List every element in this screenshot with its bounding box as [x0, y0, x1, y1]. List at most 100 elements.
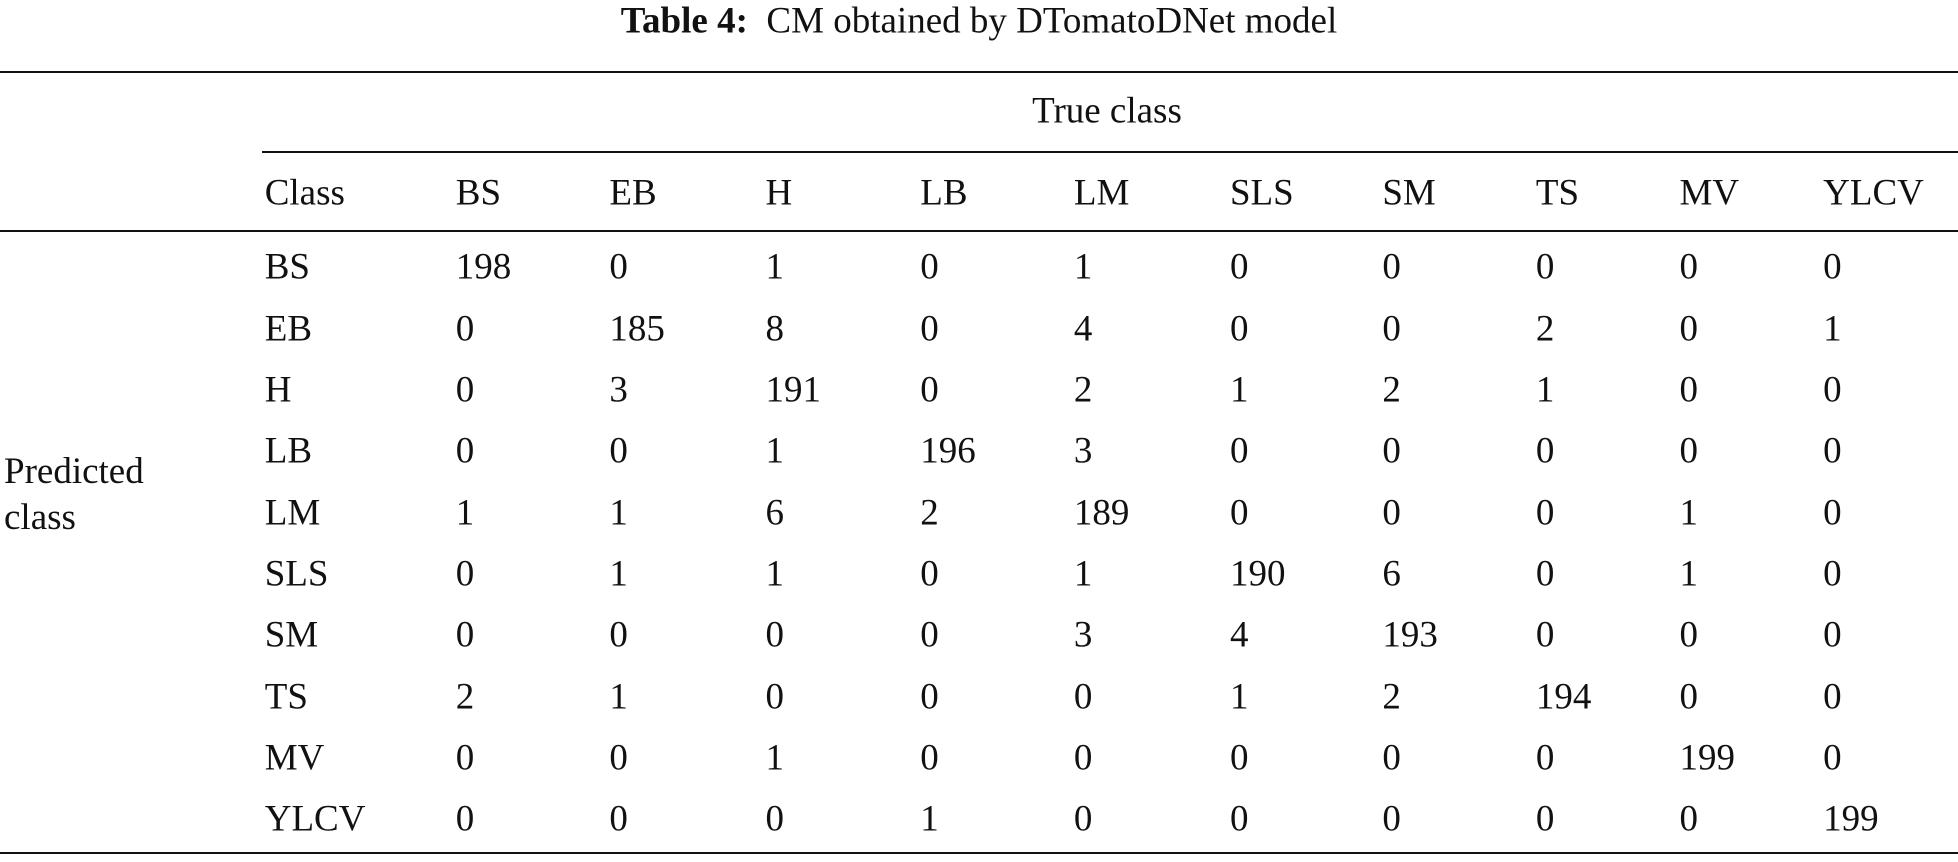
cell: 0 — [1679, 247, 1699, 289]
cell: 0 — [1679, 431, 1699, 473]
cell: 0 — [1679, 798, 1699, 840]
cell: 0 — [1679, 615, 1699, 656]
cell: 0 — [455, 308, 475, 350]
column-header: MV — [1679, 172, 1740, 214]
cell: 0 — [1229, 492, 1249, 534]
header-rule — [0, 230, 1958, 232]
cell: 0 — [1535, 431, 1555, 473]
cell: 0 — [1229, 798, 1249, 840]
cell: 0 — [455, 737, 475, 779]
cell: 194 — [1535, 676, 1592, 718]
cell: 0 — [765, 676, 784, 718]
cell: 2 — [1382, 676, 1401, 718]
cell: 0 — [1679, 369, 1699, 411]
mid-rule — [262, 151, 1958, 153]
cell: 193 — [1382, 615, 1438, 656]
column-header: EB — [609, 172, 657, 214]
cell: 0 — [1382, 247, 1401, 289]
cell: 1 — [1679, 492, 1699, 534]
cell: 1 — [920, 798, 939, 840]
cell: 0 — [1823, 247, 1842, 289]
cell: 0 — [1535, 615, 1555, 656]
cell: 0 — [920, 247, 939, 289]
cell: 0 — [1535, 492, 1555, 534]
cell: 0 — [1229, 431, 1249, 473]
column-header: LB — [920, 172, 968, 214]
cell: 0 — [765, 615, 784, 656]
column-header: H — [765, 172, 793, 214]
cell: 1 — [1073, 553, 1093, 595]
cell: 0 — [1535, 737, 1555, 779]
cell: 1 — [609, 553, 628, 595]
column-header: YLCV — [1823, 172, 1924, 214]
cell: 0 — [920, 369, 939, 411]
cell: 0 — [1382, 431, 1401, 473]
row-label: TS — [264, 676, 308, 718]
row-label: EB — [264, 308, 312, 350]
cell: 0 — [1382, 308, 1401, 350]
cell: 2 — [1382, 369, 1401, 411]
cell: 1 — [609, 676, 628, 718]
column-header: TS — [1535, 172, 1580, 214]
cell: 4 — [1073, 308, 1093, 350]
cell: 1 — [609, 492, 628, 534]
cell: 0 — [1229, 308, 1249, 350]
row-label: MV — [264, 737, 325, 779]
column-header: SLS — [1229, 172, 1294, 214]
cell: 0 — [1229, 737, 1249, 779]
top-rule — [0, 71, 1958, 73]
cell: 199 — [1679, 737, 1736, 779]
cell: 0 — [1229, 247, 1249, 289]
row-label: SLS — [264, 553, 329, 595]
cell: 191 — [765, 369, 821, 411]
cell: 0 — [455, 553, 475, 595]
cell: 0 — [1535, 798, 1555, 840]
cell: 6 — [1382, 553, 1401, 595]
cell: 1 — [765, 737, 784, 779]
cell: 0 — [455, 369, 475, 411]
cell: 1 — [1679, 553, 1699, 595]
cell: 0 — [765, 798, 784, 840]
cell: 1 — [1823, 308, 1842, 350]
cell: 2 — [1073, 369, 1093, 411]
cell: 185 — [609, 308, 665, 350]
cell: 0 — [1823, 737, 1842, 779]
cell: 0 — [1382, 737, 1401, 779]
cell: 199 — [1823, 798, 1879, 840]
cell: 0 — [920, 308, 939, 350]
cell: 2 — [1535, 308, 1555, 350]
cell: 0 — [1679, 676, 1699, 718]
cell: 1 — [765, 431, 784, 473]
cell: 1 — [1535, 369, 1555, 411]
cell: 0 — [1823, 615, 1842, 656]
cell: 0 — [1823, 676, 1842, 718]
row-group: Predicted class — [4, 451, 144, 538]
cell: 2 — [920, 492, 939, 534]
cell: 0 — [1382, 492, 1401, 534]
column-group: True class — [1032, 90, 1182, 132]
title-text: CM obtained by DTomatoDNet model — [766, 0, 1338, 42]
cell: 0 — [920, 615, 939, 656]
cell: 6 — [765, 492, 784, 534]
row-label: H — [264, 369, 292, 411]
cell: 1 — [1229, 369, 1249, 411]
row-label: BS — [264, 247, 310, 289]
cell: 4 — [1229, 615, 1249, 656]
cell: 0 — [920, 737, 939, 779]
cell: 0 — [1823, 492, 1842, 534]
cell: 0 — [920, 676, 939, 718]
bottom-rule — [0, 852, 1958, 854]
column-header: LM — [1073, 172, 1130, 214]
cell: 0 — [1823, 431, 1842, 473]
cell: 0 — [1073, 798, 1093, 840]
column-header: Class — [264, 172, 345, 214]
cell: 1 — [1073, 247, 1093, 289]
cell: 1 — [1229, 676, 1249, 718]
cell: 0 — [1535, 553, 1555, 595]
cell: 1 — [765, 553, 784, 595]
cell: 0 — [1382, 798, 1401, 840]
cell: 0 — [1679, 308, 1699, 350]
cell: 189 — [1073, 492, 1130, 534]
cell: 0 — [455, 798, 475, 840]
